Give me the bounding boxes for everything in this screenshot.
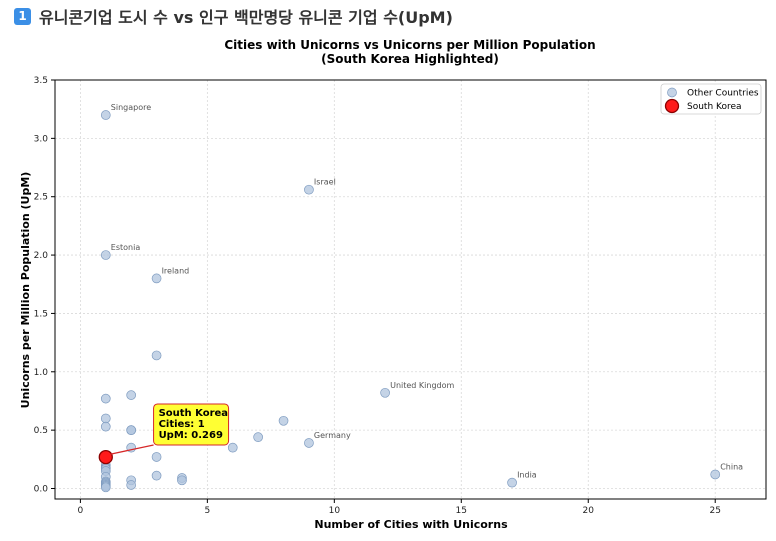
data-point xyxy=(304,184,314,195)
point-label: Israel xyxy=(314,178,336,187)
data-point xyxy=(126,480,137,490)
legend-marker-other xyxy=(667,87,677,98)
point-label: India xyxy=(517,471,537,480)
data-point xyxy=(126,390,137,400)
annotation-box xyxy=(153,403,230,446)
annotation-line: Cities: 1 xyxy=(159,419,205,430)
data-point xyxy=(100,110,111,120)
data-points: Singapore Israel Estonia Ireland United King… xyxy=(98,103,743,493)
y-tick-label: 2.5 xyxy=(34,193,48,203)
page-title: 유니콘기업 도시 수 vs 인구 백만명당 유니콘 기업 수(UpM) xyxy=(39,8,453,27)
data-point xyxy=(100,393,111,404)
data-point xyxy=(126,425,137,435)
y-tick-label: 1.5 xyxy=(34,309,48,319)
point-label: Ireland xyxy=(162,266,190,275)
legend-label-south-korea: South Korea xyxy=(687,102,742,112)
x-tick-label: 10 xyxy=(329,506,341,516)
annotation-line: South Korea xyxy=(159,408,228,419)
x-tick-label: 20 xyxy=(583,506,595,516)
chart-subtitle: (South Korea Highlighted) xyxy=(321,52,499,66)
y-tick-label: 3.5 xyxy=(34,76,48,86)
y-tick-label: 2.0 xyxy=(34,251,49,261)
data-point xyxy=(253,432,263,442)
y-tick-label: 0.0 xyxy=(34,484,49,494)
x-tick-label: 5 xyxy=(204,506,210,516)
data-point xyxy=(100,421,111,432)
plot-frame xyxy=(54,79,767,500)
point-label: Estonia xyxy=(111,243,141,252)
legend-box xyxy=(660,83,762,115)
data-point xyxy=(710,469,721,480)
data-point xyxy=(227,442,238,453)
data-point xyxy=(177,475,187,486)
x-tick-label: 25 xyxy=(709,506,720,516)
data-point xyxy=(151,470,162,481)
data-point xyxy=(100,482,111,493)
page-header: 1 유니콘기업 도시 수 vs 인구 백만명당 유니콘 기업 수(UpM) xyxy=(14,4,453,28)
y-tick-label: 3.0 xyxy=(34,134,49,144)
data-point xyxy=(278,415,289,426)
x-tick-label: 15 xyxy=(456,506,467,516)
point-label: Singapore xyxy=(111,103,151,112)
point-label: United Kingdom xyxy=(390,381,454,390)
legend: Other Countries South Korea xyxy=(660,83,762,115)
south-korea-point xyxy=(98,449,113,465)
point-label: Germany xyxy=(314,431,351,440)
data-point xyxy=(151,452,162,462)
legend-marker-south-korea xyxy=(664,98,680,114)
chart-title: Cities with Unicorns vs Unicorns per Mil… xyxy=(224,38,595,52)
annotation-line: UpM: 0.269 xyxy=(159,430,223,441)
point-label: China xyxy=(720,462,743,471)
y-tick-label: 0.5 xyxy=(34,426,48,436)
data-point xyxy=(507,477,517,488)
legend-label-other: Other Countries xyxy=(687,89,759,99)
data-point xyxy=(151,350,162,361)
data-point xyxy=(304,438,314,448)
data-point xyxy=(380,387,390,398)
y-tick-label: 1.0 xyxy=(34,368,49,378)
y-axis-label: Unicorns per Million Population (UpM) xyxy=(19,172,32,409)
data-point xyxy=(100,250,111,260)
annotation-arrow xyxy=(110,444,154,455)
data-point xyxy=(151,273,162,284)
axes: 0 5 10 15 20 25 0.0 0.5 1.0 1.5 2.0 2.5 3.0 3.5 xyxy=(34,76,767,516)
x-tick-label: 0 xyxy=(78,506,84,516)
data-point xyxy=(100,413,111,424)
x-axis-label: Number of Cities with Unicorns xyxy=(314,518,508,531)
keycap-one-icon: 1 xyxy=(14,7,31,25)
